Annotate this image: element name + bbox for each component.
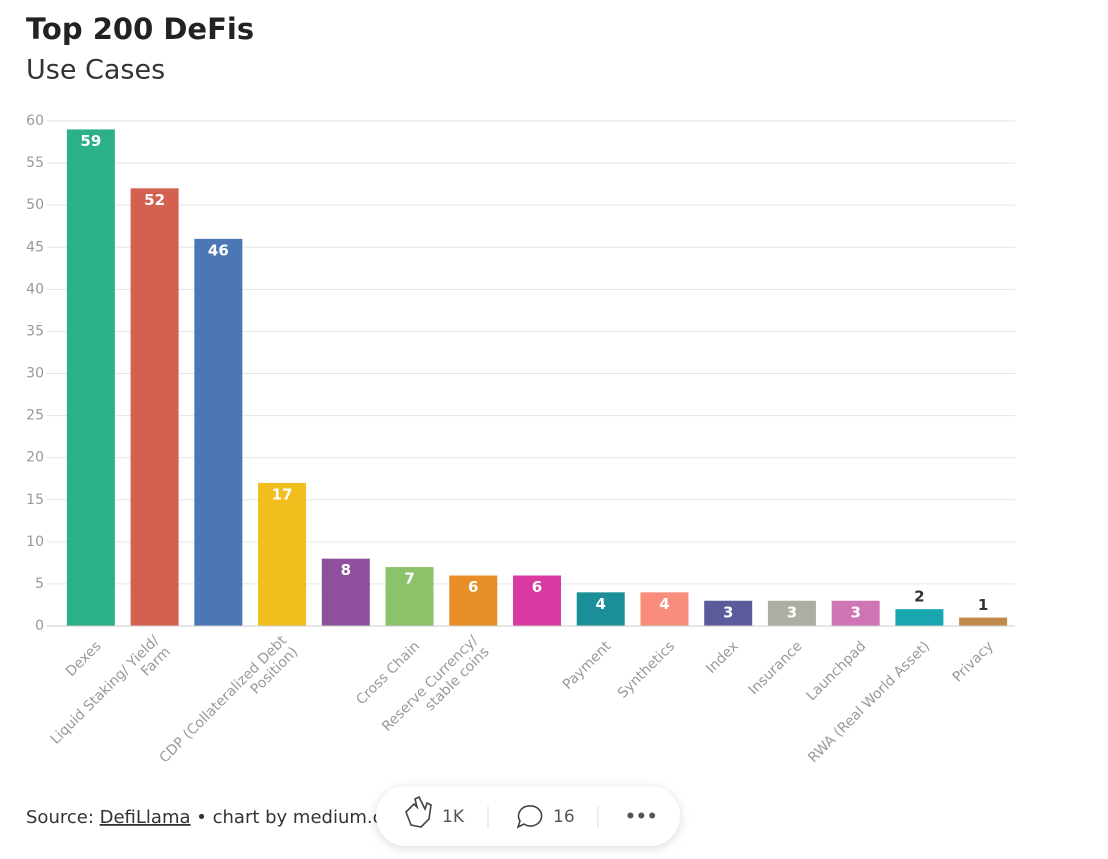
- data-label: 17: [272, 485, 293, 503]
- bar: [831, 600, 880, 626]
- y-tick-label: 55: [26, 155, 44, 171]
- y-tick-label: 35: [26, 323, 44, 339]
- x-tick-label: Insurance: [746, 638, 806, 698]
- source: Source: DefiLlama • chart by medium.com: [26, 807, 411, 828]
- source-prefix: Source:: [26, 807, 94, 828]
- bar: [640, 592, 689, 626]
- x-tick-label: RWA (Real World Asset): [805, 638, 933, 766]
- comment-icon: [516, 805, 543, 829]
- data-label: 1: [978, 596, 988, 614]
- plot: 0 5 10 15 20 25 30 35 40 45 50 55 60 59 Dexes 52 Liquid …: [26, 113, 1015, 777]
- chart-title: Top 200 DeFis: [26, 12, 254, 46]
- source-link[interactable]: DefiLlama: [100, 807, 191, 828]
- data-label: 3: [787, 603, 797, 621]
- clap-count: 1K: [442, 807, 465, 827]
- y-tick-label: 40: [26, 281, 44, 297]
- source-suffix: • chart by medium.com: [196, 807, 411, 828]
- more-button[interactable]: •••: [625, 807, 658, 827]
- bar: [704, 600, 753, 626]
- bar: [449, 575, 498, 626]
- bar: [66, 129, 115, 626]
- y-tick-label: 5: [35, 576, 44, 592]
- bar: [130, 188, 179, 627]
- y-tick-label: 45: [26, 239, 44, 255]
- x-tick-label: Payment: [560, 638, 615, 693]
- bar: [895, 609, 944, 626]
- toolbar: 1K 16 •••: [376, 786, 680, 846]
- y-tick-label: 15: [26, 492, 44, 508]
- x-tick-label: Reserve Currency/stable coins: [379, 632, 493, 746]
- comment-count: 16: [553, 807, 575, 827]
- data-label: 6: [532, 578, 542, 596]
- x-tick-label: Launchpad: [804, 638, 870, 704]
- y-tick-label: 20: [26, 450, 44, 466]
- bar: [385, 567, 434, 626]
- toolbar-pill: [376, 786, 680, 846]
- x-tick-label: Index: [703, 638, 742, 677]
- data-label: 3: [850, 603, 860, 621]
- data-label: 4: [659, 595, 669, 613]
- comment-button[interactable]: 16: [516, 805, 575, 829]
- data-label: 52: [144, 191, 165, 209]
- clap-button[interactable]: 1K: [405, 795, 465, 828]
- clap-icon: [405, 795, 432, 828]
- y-tick-label: 30: [26, 366, 44, 382]
- data-label: 2: [914, 588, 924, 606]
- x-tick-label: Liquid Staking/ Yield/Farm: [48, 632, 174, 758]
- data-label: 59: [80, 132, 101, 150]
- data-label: 4: [596, 595, 606, 613]
- data-label: 46: [208, 241, 229, 259]
- data-label: 3: [723, 603, 733, 621]
- x-tick-label: Synthetics: [615, 638, 678, 701]
- bar: [258, 482, 307, 626]
- x-tick-label: Dexes: [63, 638, 105, 680]
- x-tick-label: CDP (Collateralized DebtPosition): [156, 632, 301, 777]
- chart-subtitle: Use Cases: [26, 55, 165, 86]
- y-tick-label: 50: [26, 197, 44, 213]
- bar: [767, 600, 816, 626]
- data-label: 7: [404, 570, 414, 588]
- data-label: 8: [341, 561, 351, 579]
- bar: [321, 558, 370, 626]
- data-label: 6: [468, 578, 478, 596]
- bar: [513, 575, 561, 626]
- y-tick-label: 10: [26, 534, 44, 550]
- x-tick-label: Privacy: [950, 638, 997, 685]
- y-tick-label: 0: [35, 618, 44, 634]
- bar: [576, 592, 625, 626]
- bar: [194, 238, 243, 627]
- y-tick-label: 25: [26, 408, 44, 424]
- y-tick-label: 60: [26, 113, 44, 129]
- bar: [959, 617, 1008, 626]
